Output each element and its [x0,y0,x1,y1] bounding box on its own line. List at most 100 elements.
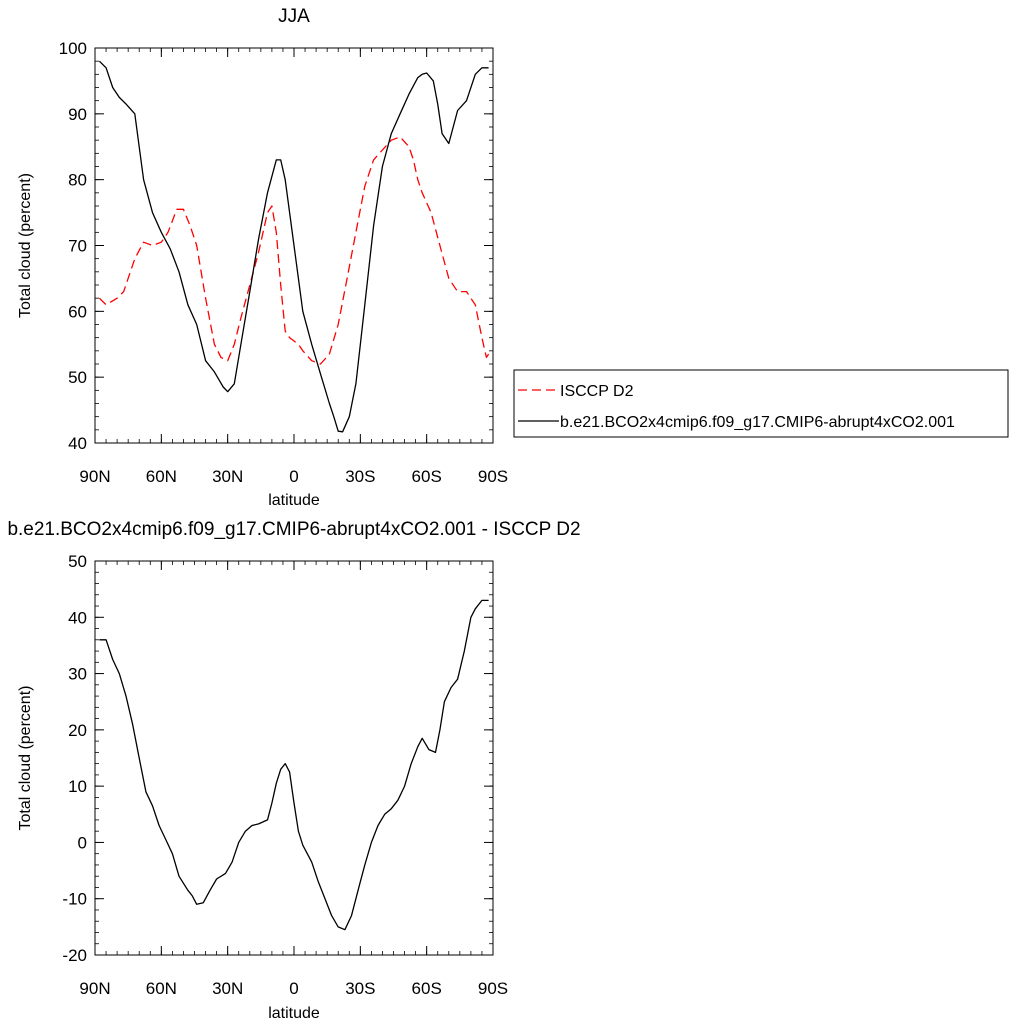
data-point [231,862,232,863]
y-tick-label-20: 20 [68,721,87,740]
data-point [481,67,482,68]
y-tick-label-30: 30 [68,665,87,684]
y-tick-label-10: 10 [68,777,87,796]
data-point [333,416,334,417]
data-point [298,344,299,345]
x-axis-label: latitude [268,492,320,509]
data-point [346,278,347,279]
x-tick-label-60n: 60N [146,979,177,998]
data-point [351,915,352,916]
x-tick-label-90n: 90N [79,467,110,486]
x-tick-label-30n: 30N [212,467,243,486]
data-point [486,357,487,358]
data-point [338,431,339,432]
data-point [170,248,171,249]
data-point [411,763,412,764]
data-point [214,344,215,345]
y-tick-label-50: 50 [68,368,87,387]
data-point [338,926,339,927]
data-point [311,862,312,863]
data-point [311,360,312,361]
data-point [285,179,286,180]
data-point [285,763,286,764]
data-point [413,159,414,160]
data-point [481,337,482,338]
data-point [307,853,308,854]
data-point [238,842,239,843]
data-point [293,245,294,246]
data-point [227,360,228,361]
data-point [251,825,252,826]
data-point [428,749,429,750]
y-tick-label-50: 50 [68,552,87,571]
data-point [105,304,106,305]
data-point [183,209,184,210]
data-point [159,825,160,826]
data-point [466,291,467,292]
data-point [196,324,197,325]
series-line-difference [99,599,489,931]
data-point [220,357,221,358]
y-tick-label-40: 40 [68,434,87,453]
data-point [205,360,206,361]
data-point [320,363,321,364]
data-point [227,391,228,392]
data-point [203,902,204,903]
data-point [448,143,449,144]
data-point [382,149,383,150]
x-tick-label-90n: 90N [79,979,110,998]
data-point [311,344,312,345]
data-point [139,757,140,758]
data-point [444,701,445,702]
chart-title: b.e21.BCO2x4cmip6.f09_g17.CMIP6-abrupt4x… [7,519,580,540]
data-point [457,679,458,680]
data-point [302,845,303,846]
legend-label-b-e21-bco2x4cmip6-f09-g17-cmip6-abrupt4xco2-001: b.e21.BCO2x4cmip6.f09_g17.CMIP6-abrupt4x… [560,414,955,431]
data-point [422,74,423,75]
data-point [488,600,489,601]
data-point [99,298,100,299]
data-point [417,746,418,747]
data-point [187,304,188,305]
data-point [488,67,489,68]
data-point [234,383,235,384]
x-tick-label-30s: 30S [345,979,375,998]
data-point [240,317,241,318]
data-point [435,752,436,753]
data-point [276,783,277,784]
data-point [289,337,290,338]
data-point [450,687,451,688]
data-point [466,100,467,101]
data-point [475,74,476,75]
data-point [161,232,162,233]
upper-panel-jja: 90N 60N 30N 0 30S 60S 90S 40 50 60 70 80 90 100 JJA lat… [17,6,1009,509]
data-point [196,904,197,905]
data-point [119,97,120,98]
data-point [112,659,113,660]
data-point [417,77,418,78]
data-point [293,340,294,341]
data-point [404,786,405,787]
data-point [112,87,113,88]
data-point [355,383,356,384]
y-axis-label: Total cloud (percent) [17,173,34,318]
data-point [371,842,372,843]
data-point [422,738,423,739]
data-point [391,808,392,809]
data-point [178,271,179,272]
y-tick-label-10: -10 [62,890,87,909]
data-point [258,251,259,252]
data-point [470,617,471,618]
legend-label-isccp-d2: ISCCP D2 [560,383,634,400]
data-point [105,639,106,640]
data-point [99,639,100,640]
data-point [152,245,153,246]
data-point [99,61,100,62]
data-point [134,258,135,259]
data-point [364,864,365,865]
data-point [240,344,241,345]
data-point [225,873,226,874]
data-point [187,890,188,891]
series-line-b-e21-bco2x4cmip6-f09-g17-cmip6-abrupt4xco2-001 [98,60,489,433]
data-point [377,825,378,826]
